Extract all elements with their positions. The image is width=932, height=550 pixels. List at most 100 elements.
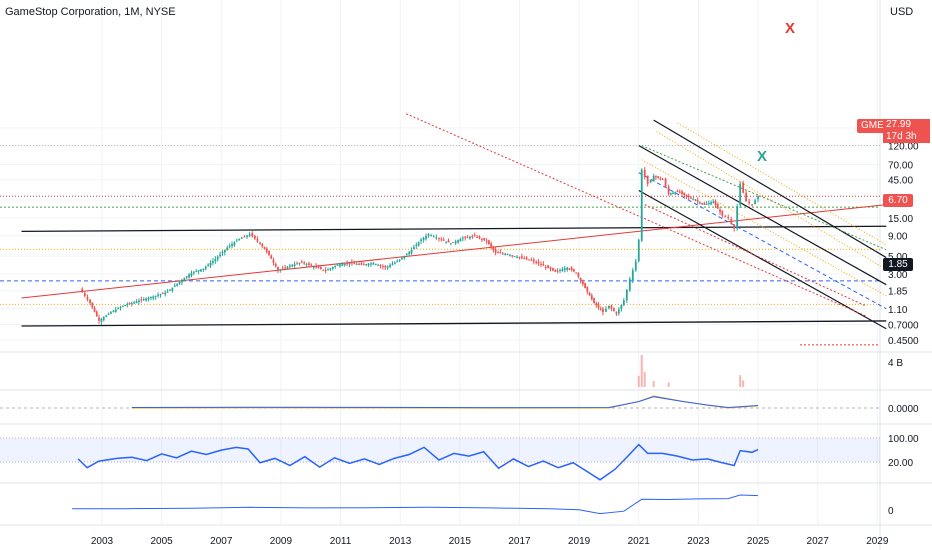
desc-channel-green bbox=[641, 145, 887, 251]
candle-body bbox=[346, 263, 349, 265]
last-price-value: 27.99 bbox=[886, 119, 912, 130]
candle-body bbox=[268, 250, 270, 255]
candle-body bbox=[754, 200, 756, 204]
price-tick-label: 5.00 bbox=[888, 252, 908, 263]
candle-body bbox=[322, 269, 325, 271]
candle-body bbox=[501, 253, 504, 255]
candle-body bbox=[511, 255, 514, 257]
candle-body bbox=[300, 261, 303, 263]
time-tick-label: 2011 bbox=[330, 536, 352, 547]
candle-body bbox=[745, 192, 748, 202]
candle-body bbox=[461, 238, 464, 240]
price-tick-label: 45.00 bbox=[888, 176, 913, 187]
candle-body bbox=[748, 201, 750, 204]
candle-body bbox=[757, 196, 759, 200]
candle-body bbox=[83, 293, 86, 296]
candle-body bbox=[445, 241, 448, 243]
candle-body bbox=[492, 246, 495, 250]
candle-body bbox=[705, 203, 708, 205]
candle-body bbox=[459, 239, 462, 242]
candle-body bbox=[730, 218, 733, 224]
candle-body bbox=[166, 291, 169, 293]
candle-body bbox=[442, 239, 445, 241]
price-tick-label: 3.00 bbox=[888, 270, 908, 281]
candle-body bbox=[305, 263, 308, 265]
candle-body bbox=[279, 269, 282, 271]
cumulative-tick-label: 0 bbox=[888, 506, 894, 517]
candle-body bbox=[396, 261, 399, 263]
time-tick-label: 2021 bbox=[628, 536, 651, 547]
candle-body bbox=[751, 204, 753, 206]
candle-body bbox=[367, 263, 370, 266]
candle-body bbox=[310, 264, 313, 266]
candle-body bbox=[563, 268, 566, 271]
candle-body bbox=[173, 285, 176, 287]
candle-body bbox=[415, 244, 418, 246]
candle-body bbox=[209, 262, 212, 266]
candle-body bbox=[659, 178, 662, 180]
candle-body bbox=[89, 299, 91, 303]
time-tick-label: 2007 bbox=[210, 536, 233, 547]
last-price-badge: 27.99 17d 3h bbox=[883, 119, 930, 143]
price-tick-label: 120.00 bbox=[888, 142, 919, 153]
desc-channel-lower bbox=[638, 189, 887, 330]
candle-body bbox=[504, 253, 507, 255]
time-tick-label: 2019 bbox=[568, 536, 591, 547]
candle-body bbox=[674, 192, 677, 195]
candle-body bbox=[303, 262, 306, 264]
candle-body bbox=[178, 281, 181, 284]
candle-body bbox=[190, 272, 193, 276]
candle-body bbox=[724, 215, 727, 217]
candle-body bbox=[681, 191, 683, 194]
candle-body bbox=[559, 270, 561, 272]
desc-channel-fib-3 bbox=[677, 122, 887, 246]
candle-body bbox=[617, 309, 620, 314]
candle-body bbox=[207, 264, 210, 266]
candle-body bbox=[261, 244, 264, 247]
candle-body bbox=[274, 264, 277, 267]
desc-channel-mid bbox=[638, 172, 887, 310]
candle-body bbox=[358, 263, 360, 265]
candle-body bbox=[488, 240, 490, 245]
candle-body bbox=[86, 297, 89, 300]
candle-body bbox=[343, 263, 346, 266]
candle-body bbox=[742, 182, 745, 193]
long-channel-bottom bbox=[21, 320, 887, 327]
candle-body bbox=[667, 186, 670, 194]
candle-body bbox=[221, 252, 224, 254]
candle-body bbox=[712, 201, 715, 204]
symbol-title[interactable]: GameStop Corporation, 1M, NYSE bbox=[5, 6, 176, 18]
candle-body bbox=[685, 194, 688, 197]
candle-body bbox=[391, 263, 394, 266]
candle-body bbox=[263, 246, 266, 250]
candle-body bbox=[523, 258, 526, 260]
osc-macd-line bbox=[131, 396, 759, 409]
candle-body bbox=[530, 259, 533, 261]
volume-bar bbox=[667, 382, 670, 387]
candle-body bbox=[226, 247, 229, 250]
candle-body bbox=[449, 243, 452, 245]
candle-body bbox=[683, 192, 686, 196]
level-badge-lower: 1.85 bbox=[883, 258, 913, 271]
candle-body bbox=[544, 266, 547, 268]
level-badge-upper: 6.70 bbox=[883, 194, 913, 207]
price-tick-label: 15.00 bbox=[888, 214, 913, 225]
candle-body bbox=[233, 242, 236, 246]
candle-body bbox=[183, 278, 186, 281]
volume-bar bbox=[643, 372, 646, 387]
candle-body bbox=[568, 268, 571, 270]
candle-body bbox=[192, 271, 195, 273]
candle-body bbox=[692, 199, 695, 201]
candle-body bbox=[374, 263, 377, 265]
candle-body bbox=[605, 308, 607, 312]
candle-body bbox=[422, 237, 425, 241]
candle-body bbox=[81, 288, 84, 293]
candle-body bbox=[140, 299, 143, 301]
candle-body bbox=[145, 298, 148, 301]
candle-body bbox=[159, 294, 162, 296]
desc-channel-upper bbox=[638, 145, 887, 286]
candle-body bbox=[573, 269, 575, 272]
candle-body bbox=[532, 259, 535, 262]
